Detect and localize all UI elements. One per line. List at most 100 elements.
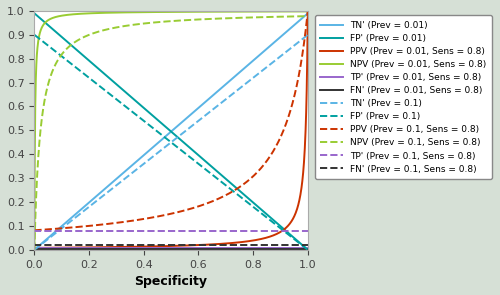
Line: PPV (Prev = 0.01, Sens = 0.8): PPV (Prev = 0.01, Sens = 0.8) [34, 11, 308, 248]
FN' (Prev = 0.1, Sens = 0.8) [60, 243, 66, 247]
FP' (Prev = 0.01) [219, 174, 225, 178]
TN' (Prev = 0.1) [32, 248, 38, 252]
TP' (Prev = 0.01, Sens = 0.8) [250, 246, 256, 250]
TP' (Prev = 0.1, Sens = 0.8) [32, 229, 38, 232]
TP' (Prev = 0.01, Sens = 0.8) [219, 246, 225, 250]
FN' (Prev = 0.1, Sens = 0.8) [250, 243, 256, 247]
NPV (Prev = 0.01, Sens = 0.8) [152, 10, 158, 14]
Legend: TN' (Prev = 0.01), FP' (Prev = 0.01), PPV (Prev = 0.01, Sens = 0.8), NPV (Prev =: TN' (Prev = 0.01), FP' (Prev = 0.01), PP… [315, 15, 492, 179]
PPV (Prev = 0.1, Sens = 0.8) [60, 227, 66, 230]
NPV (Prev = 0.01, Sens = 0.8) [60, 14, 66, 17]
NPV (Prev = 0.01, Sens = 0.8) [244, 10, 250, 13]
FP' (Prev = 0.01) [152, 116, 158, 119]
FP' (Prev = 0.1) [219, 181, 225, 184]
FN' (Prev = 0.01, Sens = 0.8) [32, 248, 38, 251]
TP' (Prev = 0.1, Sens = 0.8) [152, 229, 158, 232]
NPV (Prev = 0.1, Sens = 0.8) [250, 16, 256, 19]
FP' (Prev = 0.1) [250, 204, 256, 208]
TN' (Prev = 0.01) [305, 12, 311, 15]
Line: TN' (Prev = 0.01): TN' (Prev = 0.01) [34, 13, 308, 250]
Line: FP' (Prev = 0.1): FP' (Prev = 0.1) [34, 35, 308, 250]
Line: TN' (Prev = 0.1): TN' (Prev = 0.1) [34, 35, 308, 250]
FN' (Prev = 0.1, Sens = 0.8) [142, 243, 148, 247]
Line: NPV (Prev = 0.01, Sens = 0.8): NPV (Prev = 0.01, Sens = 0.8) [34, 12, 308, 250]
NPV (Prev = 0.1, Sens = 0.8) [152, 21, 158, 24]
PPV (Prev = 0.01, Sens = 0.8) [219, 242, 225, 245]
Line: FP' (Prev = 0.01): FP' (Prev = 0.01) [34, 13, 308, 250]
NPV (Prev = 0.1, Sens = 0.8) [142, 22, 148, 25]
TP' (Prev = 0.1, Sens = 0.8) [250, 229, 256, 232]
PPV (Prev = 0.01, Sens = 0.8) [60, 246, 66, 249]
FN' (Prev = 0.01, Sens = 0.8) [219, 248, 225, 251]
NPV (Prev = 0.1, Sens = 0.8) [219, 17, 225, 20]
FP' (Prev = 0.1) [305, 248, 311, 252]
FN' (Prev = 0.1, Sens = 0.8) [219, 243, 225, 247]
NPV (Prev = 0.01, Sens = 0.8) [142, 10, 148, 14]
NPV (Prev = 0.1, Sens = 0.8) [244, 16, 250, 19]
PPV (Prev = 0.1, Sens = 0.8) [219, 195, 225, 199]
TN' (Prev = 0.01) [142, 153, 148, 156]
TP' (Prev = 0.01, Sens = 0.8) [32, 246, 38, 250]
PPV (Prev = 0.01, Sens = 0.8) [152, 245, 158, 248]
FP' (Prev = 0.1) [152, 128, 158, 131]
TN' (Prev = 0.01) [60, 224, 66, 227]
NPV (Prev = 0.01, Sens = 0.8) [250, 10, 256, 13]
TN' (Prev = 0.1) [60, 226, 66, 230]
TN' (Prev = 0.1) [142, 161, 148, 165]
TN' (Prev = 0.01) [244, 64, 250, 67]
PPV (Prev = 0.01, Sens = 0.8) [142, 245, 148, 248]
FN' (Prev = 0.01, Sens = 0.8) [60, 248, 66, 251]
NPV (Prev = 0.01, Sens = 0.8) [32, 248, 38, 252]
TP' (Prev = 0.01, Sens = 0.8) [60, 246, 66, 250]
TN' (Prev = 0.01) [32, 248, 38, 252]
PPV (Prev = 0.1, Sens = 0.8) [32, 229, 38, 232]
PPV (Prev = 0.01, Sens = 0.8) [305, 9, 311, 13]
FP' (Prev = 0.1) [32, 33, 38, 37]
FP' (Prev = 0.01) [244, 196, 250, 199]
FP' (Prev = 0.01) [305, 248, 311, 252]
FN' (Prev = 0.1, Sens = 0.8) [305, 243, 311, 247]
FN' (Prev = 0.01, Sens = 0.8) [305, 248, 311, 251]
FP' (Prev = 0.01) [60, 36, 66, 39]
TP' (Prev = 0.1, Sens = 0.8) [219, 229, 225, 232]
PPV (Prev = 0.1, Sens = 0.8) [142, 217, 148, 221]
TN' (Prev = 0.1) [219, 100, 225, 104]
PPV (Prev = 0.01, Sens = 0.8) [250, 239, 256, 242]
FP' (Prev = 0.01) [250, 200, 256, 204]
PPV (Prev = 0.01, Sens = 0.8) [32, 246, 38, 250]
TP' (Prev = 0.1, Sens = 0.8) [142, 229, 148, 232]
PPV (Prev = 0.01, Sens = 0.8) [244, 240, 250, 243]
TP' (Prev = 0.01, Sens = 0.8) [244, 246, 250, 250]
Line: PPV (Prev = 0.1, Sens = 0.8): PPV (Prev = 0.1, Sens = 0.8) [34, 11, 308, 230]
FN' (Prev = 0.01, Sens = 0.8) [250, 248, 256, 251]
FN' (Prev = 0.01, Sens = 0.8) [244, 248, 250, 251]
FN' (Prev = 0.1, Sens = 0.8) [32, 243, 38, 247]
FN' (Prev = 0.01, Sens = 0.8) [142, 248, 148, 251]
X-axis label: Specificity: Specificity [134, 275, 208, 288]
FP' (Prev = 0.01) [142, 107, 148, 111]
PPV (Prev = 0.1, Sens = 0.8) [305, 9, 311, 13]
TN' (Prev = 0.01) [219, 86, 225, 89]
TN' (Prev = 0.01) [152, 144, 158, 148]
TP' (Prev = 0.01, Sens = 0.8) [152, 246, 158, 250]
NPV (Prev = 0.1, Sens = 0.8) [305, 14, 311, 18]
FP' (Prev = 0.1) [60, 55, 66, 58]
TP' (Prev = 0.1, Sens = 0.8) [305, 229, 311, 232]
FN' (Prev = 0.01, Sens = 0.8) [152, 248, 158, 251]
FN' (Prev = 0.1, Sens = 0.8) [152, 243, 158, 247]
TN' (Prev = 0.1) [152, 153, 158, 157]
NPV (Prev = 0.1, Sens = 0.8) [60, 52, 66, 55]
TN' (Prev = 0.1) [305, 33, 311, 37]
TN' (Prev = 0.01) [250, 59, 256, 63]
PPV (Prev = 0.1, Sens = 0.8) [244, 179, 250, 183]
TN' (Prev = 0.1) [250, 76, 256, 80]
TN' (Prev = 0.1) [244, 81, 250, 84]
FP' (Prev = 0.1) [244, 201, 250, 204]
NPV (Prev = 0.01, Sens = 0.8) [305, 10, 311, 13]
NPV (Prev = 0.1, Sens = 0.8) [32, 248, 38, 252]
FN' (Prev = 0.1, Sens = 0.8) [244, 243, 250, 247]
PPV (Prev = 0.1, Sens = 0.8) [152, 215, 158, 219]
TP' (Prev = 0.01, Sens = 0.8) [142, 246, 148, 250]
FP' (Prev = 0.1) [142, 120, 148, 124]
TP' (Prev = 0.1, Sens = 0.8) [60, 229, 66, 232]
